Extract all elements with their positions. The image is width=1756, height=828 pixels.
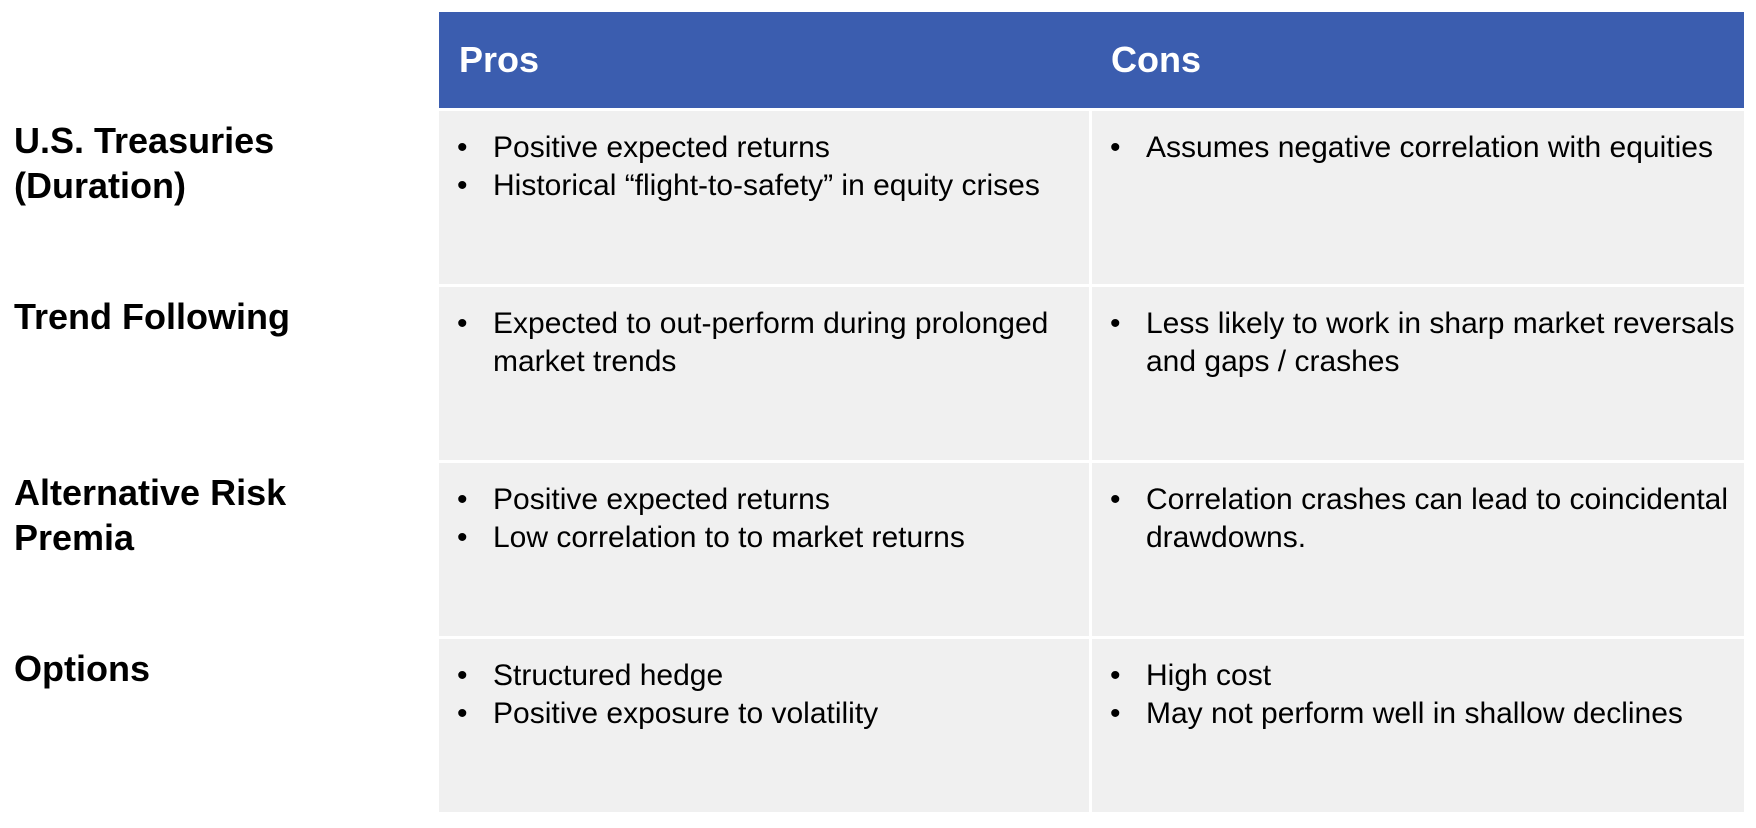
list-item: • Positive expected returns (457, 129, 1081, 167)
cons-list: • Less likely to work in sharp market rev… (1110, 305, 1736, 381)
list-item-text: Assumes negative correlation with equiti… (1146, 131, 1713, 164)
bullet-icon: • (457, 483, 468, 516)
bullet-icon: • (1110, 131, 1121, 164)
cell-pros: • Structured hedge • Positive exposure to … (439, 639, 1089, 812)
bullet-icon: • (1110, 697, 1121, 730)
list-item-text: Historical “flight-to-safety” in equity … (493, 169, 1040, 202)
list-item: • Structured hedge (457, 657, 1081, 695)
list-item: • Low correlation to to market returns (457, 519, 1081, 557)
list-item: • High cost (1110, 657, 1736, 695)
cell-pros: • Expected to out-perform during prolonge… (439, 287, 1089, 460)
list-item: • Less likely to work in sharp market rev… (1110, 305, 1736, 381)
list-item-text: Positive exposure to volatility (493, 697, 879, 730)
cons-list: • High cost • May not perform well in shal… (1110, 657, 1736, 733)
bullet-icon: • (457, 307, 468, 340)
bullet-icon: • (457, 131, 468, 164)
list-item-text: High cost (1146, 659, 1272, 692)
bullet-icon: • (457, 697, 468, 730)
list-item-text: Less likely to work in sharp market reve… (1146, 307, 1735, 378)
list-item: • Positive exposure to volatility (457, 695, 1081, 733)
bullet-icon: • (457, 169, 468, 202)
cell-cons: • Correlation crashes can lead to coincid… (1092, 463, 1744, 636)
list-item: • Expected to out-perform during prolonge… (457, 305, 1081, 381)
list-item-text: Correlation crashes can lead to coincide… (1146, 483, 1728, 554)
list-item: • Historical “flight-to-safety” in equity… (457, 167, 1081, 205)
pros-list: • Structured hedge • Positive exposure to … (457, 657, 1081, 733)
bullet-icon: • (1110, 483, 1121, 516)
bullet-icon: • (1110, 307, 1121, 340)
row-label-options: Options (14, 648, 150, 689)
cell-pros: • Positive expected returns • Historical “… (439, 111, 1089, 284)
bullet-icon: • (457, 659, 468, 692)
list-item-text: Positive expected returns (493, 131, 830, 164)
pros-cons-table: Pros Cons • Positive expected returns • Hi… (439, 12, 1744, 812)
header-cons: Cons (1111, 39, 1201, 80)
pros-list: • Positive expected returns • Low correlat… (457, 481, 1081, 557)
table-row: • Structured hedge • Positive exposure to … (439, 639, 1744, 812)
list-item: • Assumes negative correlation with equit… (1110, 129, 1736, 167)
list-item-text: May not perform well in shallow declines (1146, 697, 1683, 730)
bullet-icon: • (457, 521, 468, 554)
list-item-text: Structured hedge (493, 659, 724, 692)
pros-list: • Expected to out-perform during prolonge… (457, 305, 1081, 381)
header-pros: Pros (459, 39, 540, 80)
list-item: • Positive expected returns (457, 481, 1081, 519)
cell-cons: • Less likely to work in sharp market rev… (1092, 287, 1744, 460)
table-row: • Positive expected returns • Historical “… (439, 111, 1744, 284)
bullet-icon: • (1110, 659, 1121, 692)
cell-cons: • High cost • May not perform well in shal… (1092, 639, 1744, 812)
row-label-treasuries: U.S. Treasuries (Duration) (14, 120, 275, 206)
table-row: • Expected to out-perform during prolonge… (439, 287, 1744, 460)
table-row: • Positive expected returns • Low correlat… (439, 463, 1744, 636)
pros-list: • Positive expected returns • Historical “… (457, 129, 1081, 205)
cell-cons: • Assumes negative correlation with equit… (1092, 111, 1744, 284)
list-item-text: Low correlation to to market returns (493, 521, 965, 554)
table-header: Pros Cons (439, 12, 1744, 108)
list-item-text: Positive expected returns (493, 483, 830, 516)
cons-list: • Assumes negative correlation with equit… (1110, 129, 1736, 167)
row-label-alternative-risk-premia: Alternative Risk Premia (14, 472, 287, 558)
row-label-trend-following: Trend Following (14, 296, 290, 337)
cons-list: • Correlation crashes can lead to coincid… (1110, 481, 1736, 557)
list-item: • Correlation crashes can lead to coincid… (1110, 481, 1736, 557)
list-item-text: Expected to out-perform during prolonged… (493, 307, 1049, 378)
list-item: • May not perform well in shallow decline… (1110, 695, 1736, 733)
cell-pros: • Positive expected returns • Low correlat… (439, 463, 1089, 636)
